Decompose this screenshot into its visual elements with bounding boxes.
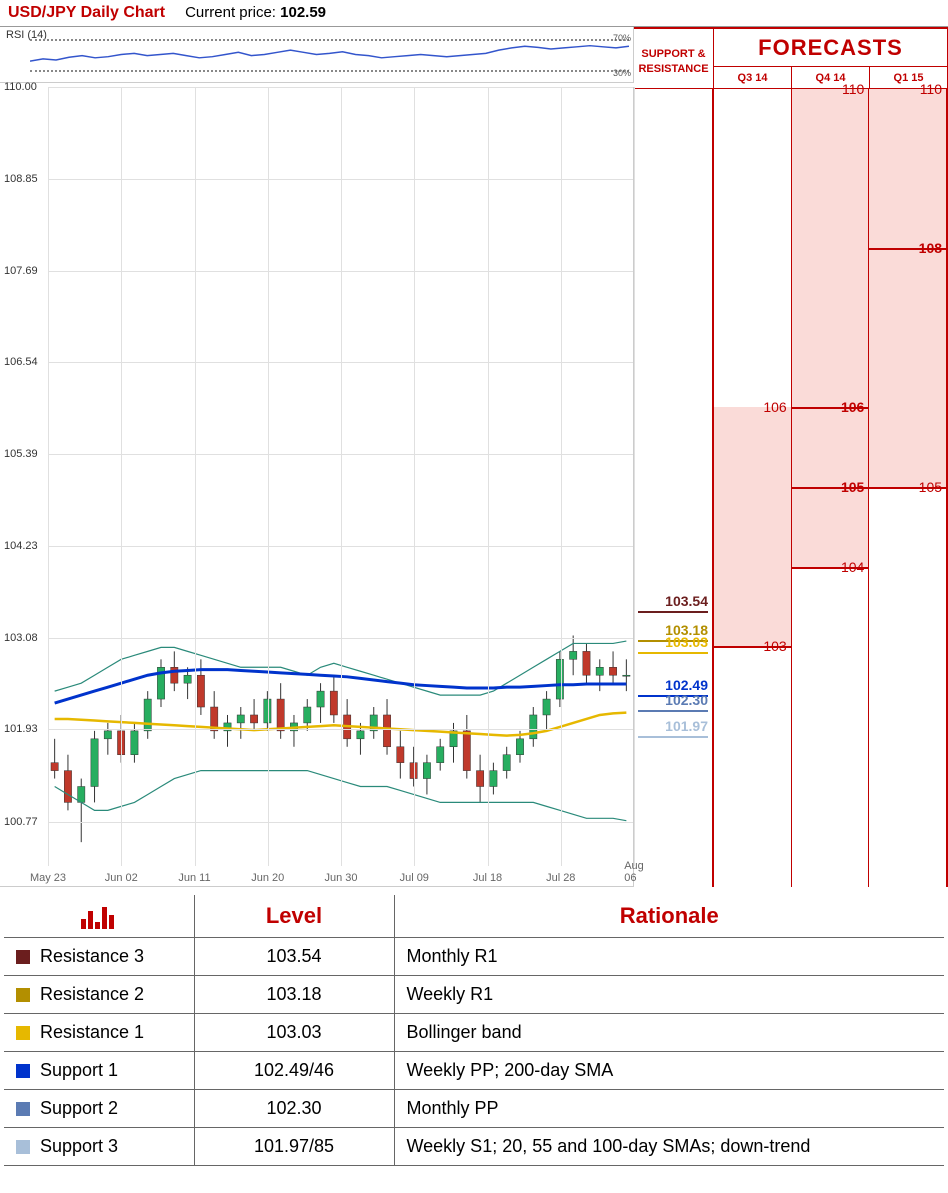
v-gridline — [195, 87, 196, 866]
rsi-panel: RSI (14) 70% 30% — [0, 27, 634, 83]
forecast-range — [714, 407, 791, 646]
level-rationale-cell: Weekly PP; 200-day SMA — [394, 1052, 944, 1090]
color-swatch — [16, 1064, 30, 1078]
y-axis-label: 105.39 — [4, 448, 38, 460]
x-axis-label: Jun 30 — [324, 872, 357, 884]
color-swatch — [16, 988, 30, 1002]
x-axis-label: Jul 28 — [546, 872, 575, 884]
color-swatch — [16, 1102, 30, 1116]
color-swatch — [16, 1140, 30, 1154]
x-axis-label: Jun 11 — [178, 872, 210, 884]
sr-body: 103.54103.18103.03102.49102.30101.97 — [634, 89, 714, 887]
current-price-label: Current price: 102.59 — [185, 4, 326, 21]
forecasts-body: 106103110104106105110105108 — [714, 89, 948, 887]
level-rationale-cell: Monthly R1 — [394, 938, 944, 976]
v-gridline — [414, 87, 415, 866]
table-row: Support 3 101.97/85 Weekly S1; 20, 55 an… — [4, 1128, 944, 1166]
sr-level-label: 102.30 — [638, 692, 708, 712]
table-row: Resistance 1 103.03 Bollinger band — [4, 1014, 944, 1052]
support-resistance-column: SUPPORT & RESISTANCE 103.54103.18103.031… — [634, 27, 714, 887]
forecasts-title: FORECASTS — [714, 29, 947, 66]
main-chart-region: RSI (14) 70% 30% 110.00 108.85 107.69 106.5… — [0, 26, 948, 887]
table-header-rationale: Rationale — [394, 895, 944, 938]
x-axis-label: May 23 — [30, 872, 66, 884]
bars-icon — [81, 903, 116, 929]
table-header-icon — [4, 895, 194, 938]
v-gridline — [341, 87, 342, 866]
level-name-cell: Support 3 — [4, 1128, 194, 1166]
level-name-cell: Support 2 — [4, 1090, 194, 1128]
x-axis-label: Jul 18 — [473, 872, 502, 884]
y-axis-label: 100.77 — [4, 816, 38, 828]
table-row: Resistance 2 103.18 Weekly R1 — [4, 976, 944, 1014]
level-rationale-cell: Monthly PP — [394, 1090, 944, 1128]
table-row: Resistance 3 103.54 Monthly R1 — [4, 938, 944, 976]
price-panel: 110.00108.85107.69106.54105.39104.23103.… — [0, 87, 634, 887]
forecasts-column: FORECASTS Q3 14Q4 14Q1 15 10610311010410… — [714, 27, 948, 887]
sr-level-label: 101.97 — [638, 718, 708, 738]
level-name-cell: Resistance 1 — [4, 1014, 194, 1052]
y-axis-label: 110.00 — [4, 81, 37, 93]
chart-column: RSI (14) 70% 30% 110.00 108.85 107.69 106.5… — [0, 27, 634, 887]
table-header-row: Level Rationale — [4, 895, 944, 938]
y-axis-label: 106.54 — [4, 356, 38, 368]
x-axis-label: Jun 02 — [105, 872, 138, 884]
level-value-cell: 103.18 — [194, 976, 394, 1014]
forecast-value-label: 110 — [842, 81, 864, 97]
level-rationale-cell: Weekly R1 — [394, 976, 944, 1014]
y-axis-label: 104.23 — [4, 540, 38, 552]
level-value-cell: 101.97/85 — [194, 1128, 394, 1166]
chart-title: USD/JPY Daily Chart — [8, 4, 165, 22]
forecast-value-label: 106 — [763, 399, 786, 415]
v-gridline — [488, 87, 489, 866]
forecasts-quarters: Q3 14Q4 14Q1 15 — [714, 66, 947, 88]
x-axis-label: Jul 09 — [400, 872, 429, 884]
current-price-value: 102.59 — [280, 4, 326, 21]
sr-level-label: 103.03 — [638, 634, 708, 654]
v-gridline — [48, 87, 49, 866]
level-value-cell: 103.03 — [194, 1014, 394, 1052]
table-row: Support 2 102.30 Monthly PP — [4, 1090, 944, 1128]
v-gridline — [121, 87, 122, 866]
level-value-cell: 102.49/46 — [194, 1052, 394, 1090]
color-swatch — [16, 950, 30, 964]
forecast-quarter-column: 110105108 — [869, 89, 948, 887]
v-gridline — [561, 87, 562, 866]
forecast-quarter-column: 110104106105 — [792, 89, 870, 887]
table-row: Support 1 102.49/46 Weekly PP; 200-day S… — [4, 1052, 944, 1090]
level-name-cell: Resistance 3 — [4, 938, 194, 976]
color-swatch — [16, 1026, 30, 1040]
forecast-quarter-label: Q3 14 — [714, 67, 791, 88]
y-axis-label: 103.08 — [4, 632, 38, 644]
sr-level-label: 103.54 — [638, 593, 708, 613]
y-axis-label: 108.85 — [4, 173, 38, 185]
table-header-level: Level — [194, 895, 394, 938]
forecasts-header: FORECASTS Q3 14Q4 14Q1 15 — [714, 27, 948, 89]
rsi-line-chart — [30, 27, 629, 82]
level-name-cell: Resistance 2 — [4, 976, 194, 1014]
level-rationale-cell: Weekly S1; 20, 55 and 100-day SMAs; down… — [394, 1128, 944, 1166]
level-name-cell: Support 1 — [4, 1052, 194, 1090]
level-value-cell: 102.30 — [194, 1090, 394, 1128]
forecast-quarter-column: 106103 — [714, 89, 792, 887]
v-gridline — [268, 87, 269, 866]
level-value-cell: 103.54 — [194, 938, 394, 976]
forecast-range — [869, 89, 946, 487]
levels-table: Level Rationale Resistance 3 103.54 Mont… — [4, 895, 944, 1166]
chart-header: USD/JPY Daily Chart Current price: 102.5… — [0, 0, 948, 26]
forecast-value-label: 110 — [920, 81, 942, 97]
y-axis-label: 107.69 — [4, 265, 38, 277]
level-rationale-cell: Bollinger band — [394, 1014, 944, 1052]
y-axis-label: 101.93 — [4, 723, 38, 735]
sr-header: SUPPORT & RESISTANCE — [634, 27, 714, 89]
x-axis-label: Jun 20 — [251, 872, 284, 884]
